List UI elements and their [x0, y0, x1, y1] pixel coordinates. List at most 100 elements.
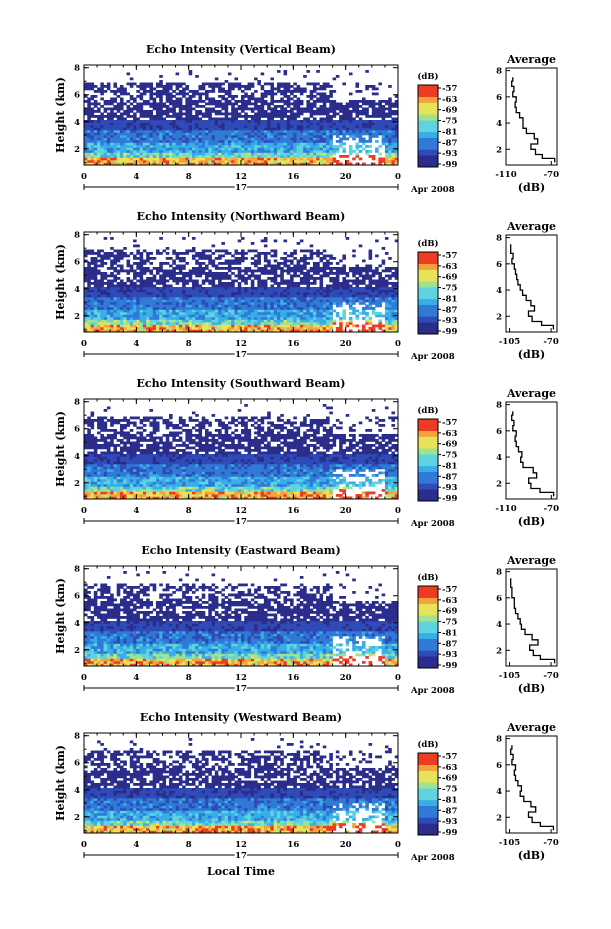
heatmap-cell: [139, 137, 144, 141]
heatmap-cell: [319, 160, 324, 163]
heatmap-cell: [231, 322, 235, 325]
heatmap-cell: [152, 160, 157, 163]
heatmap-cell: [211, 324, 216, 328]
heatmap-cell: [162, 90, 167, 93]
heatmap-cell: [254, 314, 258, 318]
heatmap-cell: [136, 137, 140, 141]
heatmap-cell: [139, 95, 144, 98]
heatmap-cell: [84, 140, 88, 143]
heatmap-cell: [113, 125, 118, 128]
heatmap-cell: [169, 269, 173, 273]
heatmap-cell: [365, 289, 369, 293]
heatmap-cell: [106, 155, 111, 158]
heatmap-cell: [110, 247, 114, 250]
heatmap-cell: [178, 299, 183, 303]
heatmap-cell: [326, 322, 330, 325]
heatmap-cell: [165, 110, 170, 113]
heatmap-cell: [286, 122, 291, 126]
heatmap-cell: [159, 107, 163, 111]
heatmap-cell: [306, 122, 310, 126]
heatmap-cell: [362, 122, 366, 126]
heatmap-cell: [326, 329, 330, 333]
heatmap-cell: [283, 307, 288, 310]
heatmap-cell: [208, 299, 212, 303]
heatmap-cell: [319, 155, 324, 158]
heatmap-cell: [188, 157, 193, 161]
heatmap-cell: [250, 122, 255, 126]
heatmap-cell: [339, 304, 343, 308]
heatmap-cell: [139, 97, 144, 101]
heatmap-cell: [188, 292, 193, 295]
heatmap-cell: [100, 309, 104, 313]
heatmap-cell: [84, 292, 88, 295]
heatmap-cell: [257, 254, 261, 258]
heatmap-cell: [355, 324, 360, 328]
heatmap-cell: [257, 80, 261, 83]
heatmap-cell: [129, 317, 134, 320]
heatmap-cell: [195, 267, 199, 270]
heatmap-cell: [247, 157, 252, 161]
heatmap-cell: [93, 150, 98, 153]
heatmap-cell: [201, 127, 206, 131]
heatmap-cell: [218, 95, 222, 98]
heatmap-cell: [149, 127, 153, 131]
heatmap-cell: [116, 110, 121, 113]
heatmap-cell: [273, 150, 278, 153]
heatmap-cell: [159, 324, 163, 328]
heatmap-cell: [296, 107, 301, 111]
heatmap-cell: [270, 77, 275, 81]
heatmap-cell: [306, 304, 310, 308]
heatmap-cell: [178, 100, 183, 103]
heatmap-cell: [234, 145, 239, 148]
heatmap-cell: [388, 110, 392, 113]
heatmap-cell: [391, 130, 396, 133]
heatmap-cell: [290, 92, 294, 96]
heatmap-cell: [326, 284, 330, 288]
heatmap-cell: [290, 254, 294, 258]
heatmap-cell: [188, 277, 193, 280]
heatmap-cell: [293, 327, 297, 330]
heatmap-cell: [257, 152, 261, 156]
heatmap-cell: [169, 147, 173, 151]
heatmap-cell: [214, 319, 219, 323]
heatmap-cell: [139, 302, 144, 305]
heatmap-cell: [103, 237, 108, 240]
heatmap-cell: [286, 322, 291, 325]
heatmap-cell: [146, 329, 150, 333]
heatmap-cell: [119, 107, 124, 111]
heatmap-cell: [123, 110, 127, 113]
heatmap-cell: [303, 135, 307, 138]
heatmap-cell: [290, 127, 294, 131]
heatmap-cell: [335, 289, 340, 293]
heatmap-cell: [214, 160, 219, 163]
heatmap-cell: [149, 282, 153, 285]
heatmap-cell: [352, 157, 356, 161]
heatmap-cell: [276, 299, 281, 303]
heatmap-cell: [97, 140, 101, 143]
heatmap-cell: [309, 140, 314, 143]
heatmap-cell: [198, 284, 203, 288]
heatmap-cell: [296, 160, 301, 163]
heatmap-cell: [293, 257, 297, 260]
heatmap-cell: [231, 135, 235, 138]
heatmap-cell: [110, 279, 114, 283]
heatmap-cell: [195, 142, 199, 146]
heatmap-cell: [316, 100, 320, 103]
heatmap-cell: [146, 160, 150, 163]
heatmap-cell: [126, 112, 131, 116]
heatmap-cell: [119, 282, 124, 285]
heatmap-cell: [172, 160, 176, 163]
heatmap-cell: [119, 127, 124, 131]
heatmap-cell: [312, 152, 317, 156]
heatmap-cell: [270, 145, 275, 148]
heatmap-cell: [106, 157, 111, 161]
heatmap-cell: [362, 100, 366, 103]
heatmap-cell: [362, 282, 366, 285]
heatmap-cell: [280, 324, 284, 328]
heatmap-cell: [159, 80, 163, 83]
heatmap-cell: [97, 284, 101, 288]
heatmap-cell: [326, 302, 330, 305]
heatmap-cell: [257, 262, 261, 265]
heatmap-cell: [358, 269, 363, 273]
heatmap-cell: [358, 282, 363, 285]
